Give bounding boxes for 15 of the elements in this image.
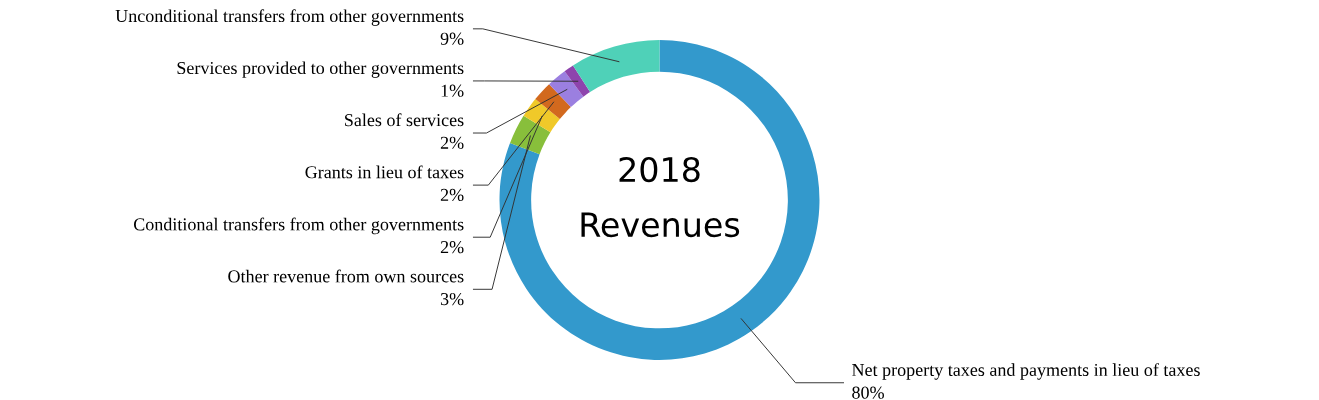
data-label: 2% [440,136,464,149]
slice-label: Sales of services [345,113,464,127]
slice-label: Unconditional transfers from other governments [115,9,464,26]
data-label: 2% [440,188,464,202]
data-label: 2% [440,240,464,254]
slice-label: Other revenue from own sources [228,269,464,283]
slice-label: Net property taxes and payments in lieu of taxes [852,363,1200,380]
slice-label: Grants in lieu of taxes [305,165,464,179]
data-label: 80% [852,386,884,399]
data-label: 1% [441,84,464,97]
slice-label: Conditional transfers from other governments [133,217,464,235]
text: 2018 Revenues [581,156,740,238]
data-label: 9% [440,32,464,45]
slice-label: Services provided to other governments [177,61,464,78]
data-label: 3% [440,292,464,306]
